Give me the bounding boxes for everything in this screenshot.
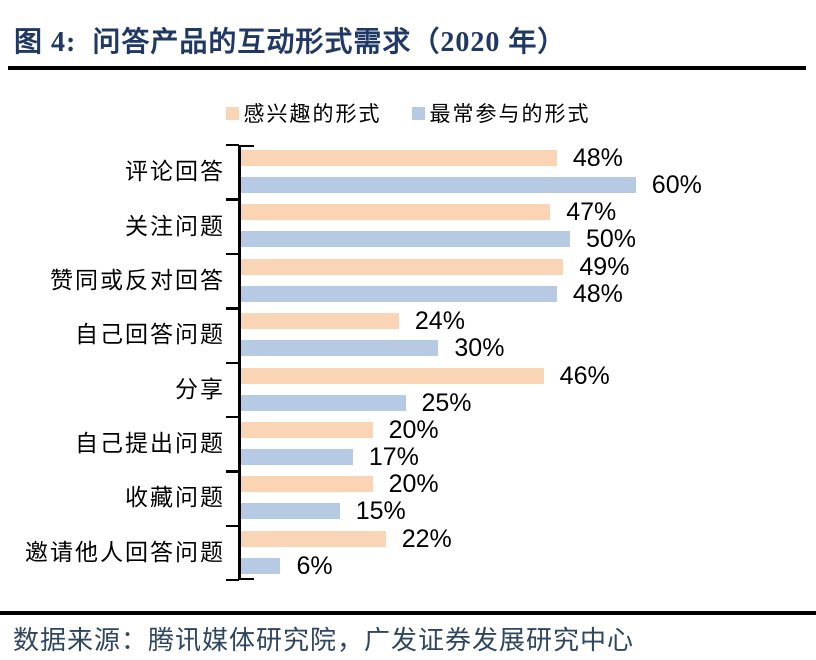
axis-tick xyxy=(226,198,239,201)
bar-value-label: 25% xyxy=(421,388,472,417)
source-divider-line xyxy=(0,611,816,615)
bar-participated xyxy=(241,557,281,574)
bar-participated xyxy=(241,503,340,520)
bar-value-label: 24% xyxy=(414,307,465,336)
bar-value-label: 30% xyxy=(454,334,505,363)
bar-value-label: 49% xyxy=(579,252,630,281)
category-label: 评论回答 xyxy=(125,159,225,185)
axis-tick xyxy=(226,470,239,473)
axis-tick xyxy=(226,252,239,256)
bar-interested xyxy=(241,421,373,438)
bar-value-label: 48% xyxy=(572,279,623,308)
bar-interested xyxy=(241,530,386,547)
legend-label-participated: 最常参与的形式 xyxy=(429,102,591,126)
bar-interested xyxy=(241,150,557,166)
title-divider-line xyxy=(8,66,806,70)
category-label: 赞同或反对回答 xyxy=(50,267,225,293)
bar-interested xyxy=(241,204,551,221)
axis-tick xyxy=(226,361,239,364)
axis-tick xyxy=(226,307,239,310)
bar-value-label: 20% xyxy=(388,415,439,444)
bar-participated xyxy=(241,448,353,465)
axis-tick xyxy=(226,579,239,582)
category-label: 邀请他人回答问题 xyxy=(25,539,225,565)
bar-value-label: 46% xyxy=(559,361,610,390)
legend-swatch-blue xyxy=(411,106,425,120)
category-label: 自己回答问题 xyxy=(75,322,225,348)
bar-participated xyxy=(241,231,570,248)
chart-legend: 感兴趣的形式 最常参与的形式 xyxy=(0,98,816,128)
category-label: 收藏问题 xyxy=(125,485,225,511)
category-label: 关注问题 xyxy=(125,213,225,239)
data-source: 数据来源：腾讯媒体研究院，广发证券发展研究中心 xyxy=(13,626,635,655)
legend-item-participated: 最常参与的形式 xyxy=(411,98,591,128)
bar-value-label: 17% xyxy=(368,442,419,471)
bar-interested xyxy=(241,258,564,275)
bar-participated xyxy=(241,394,406,411)
bar-participated xyxy=(241,285,557,302)
figure-title: 图 4: 问答产品的互动形式需求（2020 年） xyxy=(14,27,567,58)
bar-value-label: 47% xyxy=(566,198,617,227)
axis-tick xyxy=(226,144,239,147)
bar-value-label: 48% xyxy=(572,144,623,172)
bar-value-label: 20% xyxy=(388,470,439,499)
bar-interested xyxy=(241,313,399,330)
bar-value-label: 22% xyxy=(401,524,452,553)
axis-end-cap xyxy=(240,577,254,580)
category-label: 自己提出问题 xyxy=(75,431,225,457)
bar-value-label: 50% xyxy=(586,225,637,254)
bar-interested xyxy=(241,476,373,493)
category-axis xyxy=(238,145,241,580)
axis-tick xyxy=(226,524,239,528)
bar-interested xyxy=(241,367,544,384)
category-label: 分享 xyxy=(175,376,225,402)
bar-value-label: 6% xyxy=(296,551,333,580)
bar-participated xyxy=(241,340,439,357)
axis-tick xyxy=(226,415,239,419)
legend-label-interested: 感兴趣的形式 xyxy=(243,102,382,126)
legend-item-interested: 感兴趣的形式 xyxy=(225,98,382,128)
bar-value-label: 60% xyxy=(651,171,702,199)
bar-value-label: 15% xyxy=(355,497,406,526)
legend-swatch-orange xyxy=(225,106,239,120)
axis-end-cap xyxy=(240,145,254,148)
bar-participated xyxy=(241,177,636,193)
